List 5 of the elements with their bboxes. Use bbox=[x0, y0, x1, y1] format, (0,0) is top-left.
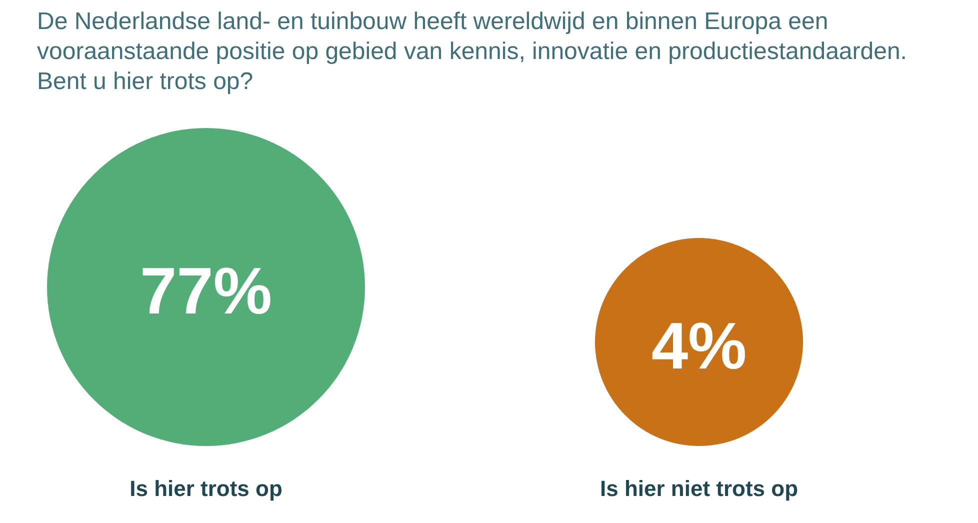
category-label: Is hier niet trots op bbox=[600, 476, 798, 501]
data-label: 4% bbox=[651, 308, 747, 382]
data-label: 77% bbox=[140, 253, 272, 328]
category-label: Is hier trots op bbox=[130, 476, 282, 501]
text: De Nederlandse land- en tuinbouw heeft wereldwijd en binnen Europa een vooraanstaande positie op gebied van kennis, innovatie en productiestandaarden. Bent u hier trots op? bbox=[37, 7, 908, 97]
